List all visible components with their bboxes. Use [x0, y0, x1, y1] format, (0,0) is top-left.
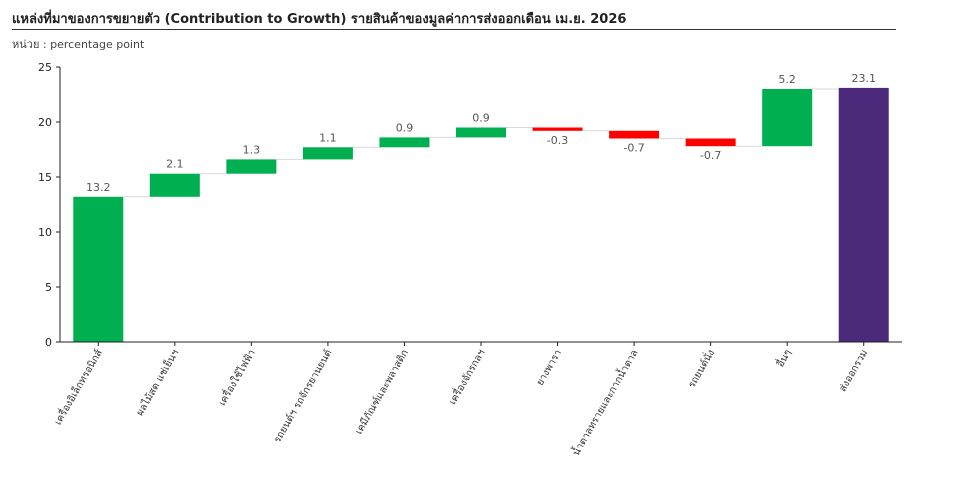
category-label: ผลไม้สด แช่เย็นฯ: [132, 347, 181, 418]
value-label: 0.9: [396, 121, 414, 134]
category-label: เครื่องจักรกลฯ: [445, 347, 488, 407]
value-label: 0.9: [472, 112, 490, 125]
chart-title: แหล่งที่มาของการขยายตัว (Contribution to…: [12, 12, 627, 27]
bar: [226, 159, 277, 174]
bar: [762, 89, 813, 147]
bar: [838, 87, 889, 343]
value-label: 2.1: [166, 158, 184, 171]
y-tick-label: 0: [45, 336, 52, 349]
bar: [532, 127, 583, 131]
category-label: เครื่องอิเล็กทรอนิกส์: [50, 347, 105, 428]
value-label: 23.1: [851, 72, 876, 85]
bar: [609, 130, 660, 139]
x-axis: เครื่องอิเล็กทรอนิกส์ ผลไม้สด แช่เย็นฯ เคร…: [50, 341, 902, 458]
y-tick-label: 15: [38, 171, 52, 184]
category-label: ส่งออกรวม: [837, 348, 870, 394]
value-label: 1.1: [319, 131, 337, 144]
category-label: เคมีภัณฑ์และพลาสติก: [353, 348, 411, 437]
category-label: อื่นๆ: [773, 347, 794, 370]
bar: [73, 196, 124, 342]
value-label: 1.3: [243, 143, 261, 156]
category-label: ยางพารา: [535, 348, 564, 388]
bar: [302, 147, 353, 160]
category-label: น้ำตาลทรายและกากน้ำตาล: [568, 347, 640, 458]
y-axis: 0 5 10 15 20 25: [38, 61, 61, 349]
y-tick-label: 20: [38, 116, 52, 129]
value-label: -0.3: [547, 134, 568, 147]
y-tick-label: 10: [38, 226, 52, 239]
value-label: -0.7: [700, 149, 721, 162]
category-label: เครื่องใช้ไฟฟ้า: [214, 347, 258, 408]
value-label: 13.2: [86, 181, 111, 194]
connector-lines: [123, 88, 839, 198]
bar: [149, 173, 200, 197]
title-divider: [12, 29, 896, 30]
bar: [379, 137, 430, 148]
category-label: รถยนต์นั่ง: [684, 346, 717, 390]
category-label: รถยนต์ฯ รถจักรยานยนต์: [271, 348, 334, 445]
bars: [73, 87, 889, 343]
y-tick-label: 5: [45, 281, 52, 294]
value-label: -0.7: [623, 142, 644, 155]
value-labels: 13.2 2.1 1.3 1.1 0.9 0.9 -0.3 -0.7 -0.7 5.2 23.1: [86, 72, 876, 194]
unit-label: หน่วย : percentage point: [12, 38, 145, 51]
bar: [456, 127, 506, 138]
bar: [685, 138, 736, 147]
value-label: 5.2: [778, 73, 796, 86]
y-tick-label: 25: [38, 61, 52, 74]
